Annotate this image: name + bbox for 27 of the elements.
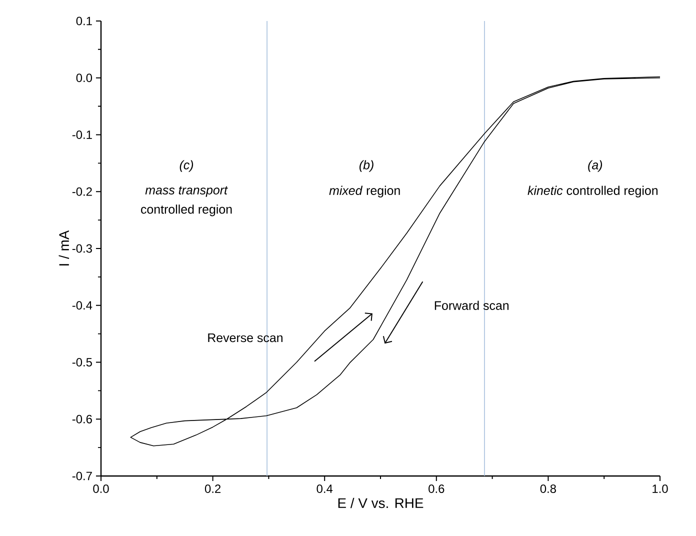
y-tick-label: -0.6 — [72, 414, 92, 424]
y-tick-label: 0.0 — [76, 74, 92, 82]
annotation: (a) — [588, 160, 602, 172]
annotation: Reverse scan — [208, 333, 282, 342]
annotation: Forward scan — [434, 300, 509, 310]
y-tick-label: -0.1 — [72, 130, 92, 139]
y-tick-label: -0.5 — [72, 358, 92, 366]
y-tick-label: -0.2 — [72, 187, 92, 196]
annotation: mass transport — [145, 186, 228, 197]
annotation: controlled region — [141, 204, 232, 216]
x-tick-label: 1.0 — [652, 484, 668, 493]
y-axis-title: I / mA — [58, 230, 70, 266]
annotation: (b) — [359, 160, 374, 172]
annotation: kinetic controlled region — [528, 186, 658, 198]
y-tick-label: -0.4 — [72, 301, 92, 310]
annotation: (c) — [180, 160, 194, 172]
y-tick-label: -0.7 — [72, 472, 92, 480]
line-series — [130, 76, 660, 446]
x-tick-label: 0.0 — [93, 484, 109, 493]
x-axis-title: E / V vs. RHE — [338, 498, 424, 508]
x-tick-label: 0.6 — [428, 484, 444, 493]
annotation: mixed region — [329, 186, 400, 198]
x-tick-label: 0.8 — [540, 484, 556, 493]
y-tick-label: -0.3 — [72, 244, 92, 253]
y-tick-label: 0.1 — [76, 16, 92, 26]
x-tick-label: 0.4 — [316, 484, 333, 493]
x-tick-label: 0.2 — [204, 484, 221, 493]
